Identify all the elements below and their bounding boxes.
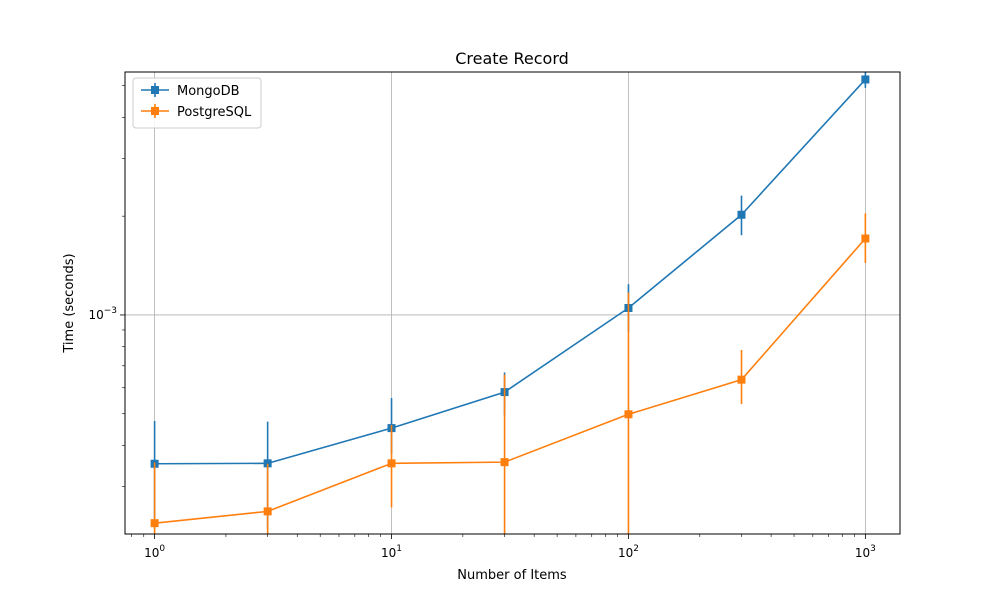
legend-marker: [151, 107, 159, 115]
legend-label: MongoDB: [177, 84, 240, 99]
data-point: [387, 459, 396, 468]
data-point: [737, 375, 746, 384]
legend-label: PostgreSQL: [177, 105, 252, 120]
y-axis-title: Time (seconds): [62, 253, 77, 353]
data-point: [500, 458, 509, 467]
chart-title: Create Record: [455, 49, 569, 68]
legend-marker: [151, 86, 159, 94]
plot-frame: [124, 71, 901, 535]
tick-layer: 100 101 102 103 10−3: [88, 85, 876, 560]
data-point: [624, 410, 633, 419]
x-tick-label: 101: [381, 544, 402, 560]
data-point: [150, 519, 159, 528]
data-point: [861, 75, 870, 84]
legend-item-mongodb: MongoDB: [141, 83, 240, 99]
series-postgresql: [150, 213, 870, 534]
x-axis-title: Number of Items: [457, 568, 567, 583]
legend: MongoDB PostgreSQL: [132, 77, 262, 129]
data-point: [737, 210, 746, 219]
y-tick-label: 10−3: [88, 306, 117, 322]
x-tick-label: 100: [144, 544, 165, 560]
x-tick-label: 103: [855, 544, 876, 560]
x-tick-label: 102: [618, 544, 639, 560]
data-layer: [150, 72, 870, 534]
data-point: [263, 507, 272, 516]
legend-item-postgresql: PostgreSQL: [141, 104, 252, 120]
data-point: [861, 234, 870, 243]
data-point: [263, 459, 272, 468]
